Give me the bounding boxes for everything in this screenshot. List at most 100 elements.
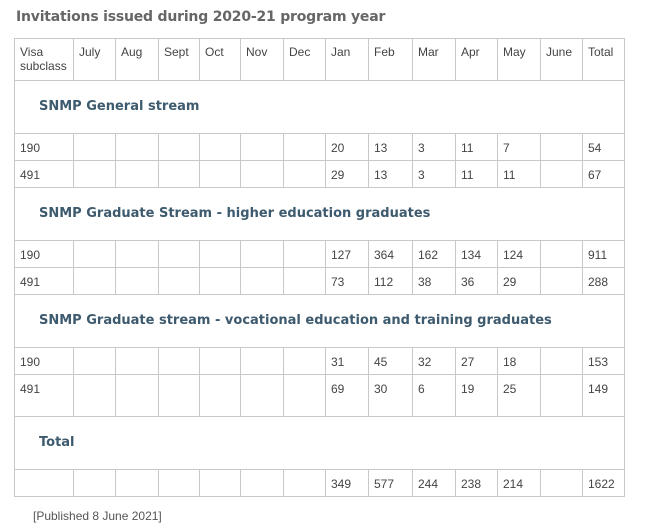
table-cell: 54 [582,133,625,161]
table-cell: 190 [14,240,74,268]
table-cell: 6 [412,374,456,417]
column-header: Total [582,38,625,81]
table-cell [14,469,74,497]
table-cell [73,267,116,295]
table-cell: 45 [368,347,413,375]
table-cell [199,267,241,295]
table-cell [240,240,284,268]
table-cell: 32 [412,347,456,375]
column-header: Apr [455,38,498,81]
table-cell: 11 [497,160,541,188]
table-cell: 73 [325,267,369,295]
column-header: Feb [368,38,413,81]
table-row: 491 29 13 3 11 11 67 [14,160,625,188]
published-note: [Published 8 June 2021] [33,509,162,523]
table-cell [240,374,284,417]
header-row: Visa subclass July Aug Sept Oct Nov Dec Jan Feb M… [14,38,625,81]
table-cell [158,347,200,375]
column-header: May [497,38,541,81]
table-cell: 31 [325,347,369,375]
table-cell: 162 [412,240,456,268]
table-cell [540,160,583,188]
table-cell: 13 [368,133,413,161]
table-cell: 1622 [582,469,625,497]
section-heading: SNMP General stream [14,80,625,134]
table-cell: 29 [325,160,369,188]
section-row: Total [14,416,625,470]
table-cell [540,267,583,295]
table-cell: 3 [412,160,456,188]
table-cell [115,133,159,161]
table-cell: 3 [412,133,456,161]
column-header: Mar [412,38,456,81]
column-header: Visa subclass [14,38,74,81]
table-cell: 364 [368,240,413,268]
table-cell: 7 [497,133,541,161]
column-header: Sept [158,38,200,81]
column-header: July [73,38,116,81]
table-cell: 491 [14,267,74,295]
table-cell: 30 [368,374,413,417]
table-cell [283,160,326,188]
table-cell: 38 [412,267,456,295]
table-cell [240,160,284,188]
table-cell: 13 [368,160,413,188]
table-cell [240,267,284,295]
table-cell: 244 [412,469,456,497]
column-header: Jan [325,38,369,81]
table-row: 349 577 244 238 214 1622 [14,469,625,497]
table-cell: 190 [14,347,74,375]
table-row: 190 20 13 3 11 7 54 [14,133,625,161]
column-header: Nov [240,38,284,81]
section-heading: SNMP Graduate stream - vocational educat… [14,294,625,348]
table-cell [240,469,284,497]
table-cell: 124 [497,240,541,268]
table-cell [283,133,326,161]
table-cell: 491 [14,160,74,188]
table-cell [540,240,583,268]
table-cell [158,469,200,497]
table-cell: 19 [455,374,498,417]
table-cell [158,240,200,268]
table-cell [115,240,159,268]
table-cell: 25 [497,374,541,417]
table-cell [73,240,116,268]
table-cell: 190 [14,133,74,161]
table-cell [199,160,241,188]
table-cell [283,374,326,417]
table-cell [158,267,200,295]
table-cell [199,133,241,161]
table-cell [540,374,583,417]
table-cell [73,160,116,188]
table-cell [240,133,284,161]
table-cell [73,469,116,497]
table-cell [199,240,241,268]
table-cell [540,133,583,161]
table-cell: 18 [497,347,541,375]
table-cell: 491 [14,374,74,417]
table-cell [199,347,241,375]
table-cell: 69 [325,374,369,417]
table-cell [240,347,284,375]
table-cell [115,347,159,375]
table-cell [158,133,200,161]
section-row: SNMP Graduate stream - vocational educat… [14,294,625,348]
column-header: Aug [115,38,159,81]
table-cell: 149 [582,374,625,417]
table-cell: 911 [582,240,625,268]
table-cell [158,160,200,188]
table-row: 491 69 30 6 19 25 149 [14,374,625,417]
table-cell: 29 [497,267,541,295]
table-cell: 27 [455,347,498,375]
table-cell: 127 [325,240,369,268]
table-cell [115,160,159,188]
column-header: Dec [283,38,326,81]
table-cell: 349 [325,469,369,497]
table-cell: 36 [455,267,498,295]
table-cell: 214 [497,469,541,497]
table-cell [540,469,583,497]
column-header: Oct [199,38,241,81]
table-cell [158,374,200,417]
table-cell [283,469,326,497]
table-cell: 238 [455,469,498,497]
